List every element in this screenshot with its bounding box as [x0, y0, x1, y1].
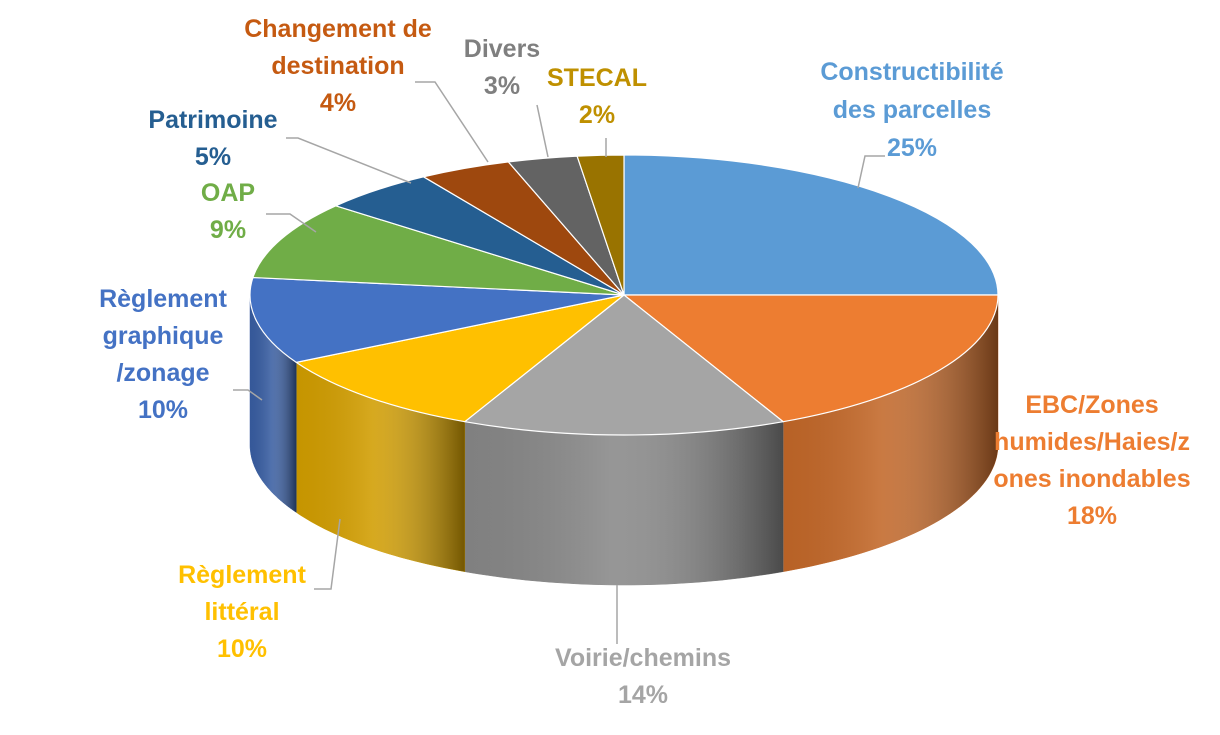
data-label-value: 18% [1067, 502, 1117, 530]
data-label-value: 10% [138, 396, 188, 424]
leader-line-7 [286, 137, 412, 184]
leader-line-4 [314, 518, 341, 590]
data-label-6: OAP 9% [201, 179, 255, 244]
pie-slice-2 [623, 294, 999, 423]
data-label-9: Divers 3% [464, 35, 540, 100]
data-label-text: Changement de [244, 15, 432, 43]
pie-tops [249, 154, 999, 436]
data-label-1: Constructibilité des parcelles 25% [820, 58, 1003, 162]
leader-line-5 [233, 389, 263, 401]
data-label-3: Voirie/chemins 14% [555, 644, 731, 709]
data-label-text: littéral [204, 598, 279, 626]
data-label-text: ones inondables [993, 465, 1190, 493]
pie-side-shade-2 [783, 295, 998, 572]
data-label-value: 14% [618, 681, 668, 709]
data-label-text: graphique [103, 322, 224, 350]
data-label-text: /zonage [116, 359, 209, 387]
data-label-value: 25% [887, 134, 937, 162]
leader-line-9 [536, 104, 549, 158]
data-label-text: OAP [201, 179, 255, 207]
data-label-value: 4% [320, 89, 356, 117]
pie-slice-3 [464, 294, 784, 436]
data-label-text: Patrimoine [148, 106, 277, 134]
data-label-text: Constructibilité [820, 58, 1003, 86]
data-label-text: Divers [464, 35, 540, 63]
pie-slice-6 [252, 205, 625, 296]
pie-slice-10 [576, 154, 625, 296]
data-label-4: Règlement littéral 10% [178, 561, 306, 663]
pie-slice-4 [295, 294, 625, 423]
data-label-text: des parcelles [833, 96, 991, 124]
data-labels: Constructibilité des parcelles 25% EBC/Zone… [99, 15, 1191, 709]
data-label-8: Changement de destination 4% [244, 15, 432, 117]
data-label-text: humides/Haies/z [994, 428, 1190, 456]
leader-line-8 [415, 81, 489, 163]
pie-slice-1 [623, 154, 999, 296]
data-label-2: EBC/Zones humides/Haies/z ones inondables 1… [993, 391, 1190, 530]
data-label-5: Règlement graphique/zonage 10% [99, 285, 227, 424]
data-label-value: 10% [217, 635, 267, 663]
data-label-10: STECAL 2% [547, 64, 647, 129]
data-label-7: Patrimoine 5% [148, 106, 277, 171]
data-label-text: Règlement [178, 561, 306, 589]
leader-line-6 [266, 213, 317, 233]
data-label-value: 9% [210, 216, 246, 244]
data-label-value: 2% [579, 101, 615, 129]
data-label-text: Voirie/chemins [555, 644, 731, 672]
pie-side-shade-4 [296, 362, 465, 572]
data-label-text: destination [271, 52, 404, 80]
data-label-text: STECAL [547, 64, 647, 92]
data-label-value: 3% [484, 72, 520, 100]
pie-sides [249, 294, 999, 586]
pie-slice-5 [249, 276, 625, 363]
leader-lines [233, 81, 885, 644]
data-label-value: 5% [195, 143, 231, 171]
data-label-text: EBC/Zones [1025, 391, 1158, 419]
leader-line-1 [857, 155, 885, 189]
data-label-text: Règlement [99, 285, 227, 313]
pie-side-shade-3 [464, 421, 784, 585]
pie-side-shade-5 [250, 295, 297, 513]
